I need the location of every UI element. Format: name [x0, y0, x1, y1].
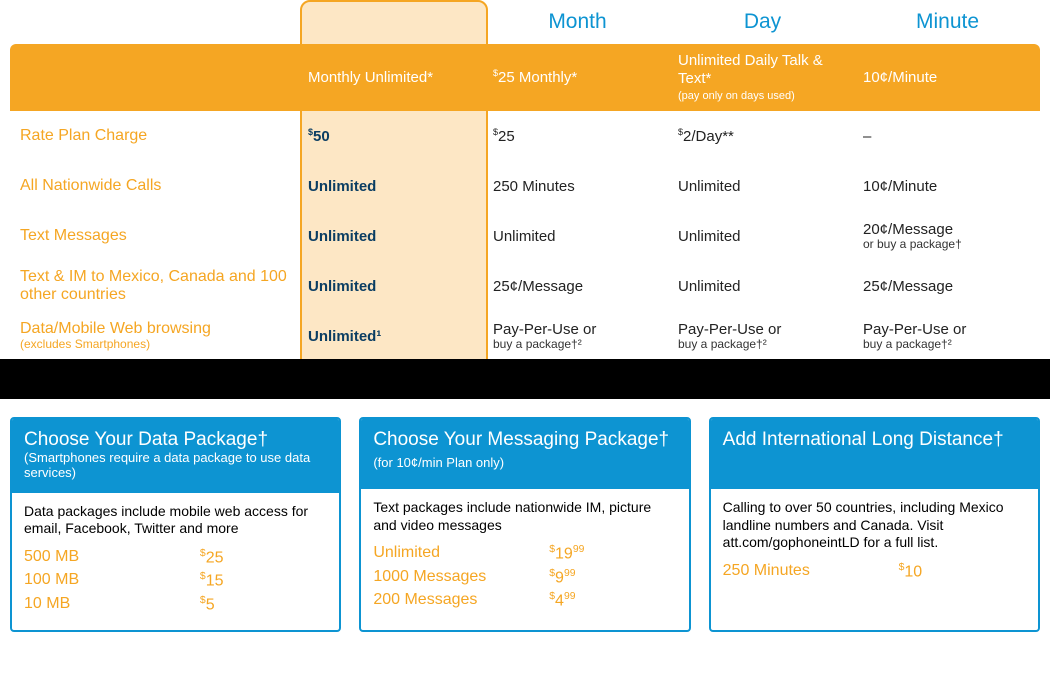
table-row: Text & IM to Mexico, Canada and 100 othe… — [10, 261, 1040, 311]
plan-value: Unlimited — [670, 278, 855, 295]
package-title: Choose Your Data Package†(Smartphones re… — [12, 419, 339, 493]
row-label: Rate Plan Charge — [10, 127, 300, 145]
plan-value: Unlimited — [485, 228, 670, 245]
plan-value: – — [855, 128, 1040, 145]
option-name: 10 MB — [24, 595, 200, 614]
plan-value: $2/Day** — [670, 127, 855, 145]
plan-name-band: Monthly Unlimited* $25 Monthly* Unlimite… — [10, 44, 1040, 111]
row-label: Text & IM to Mexico, Canada and 100 othe… — [10, 268, 300, 305]
plan-value: Pay-Per-Use orbuy a package†² — [670, 321, 855, 352]
plan-comparison-table: Month Month Day Minute Monthly Unlimited… — [0, 0, 1050, 361]
period-header: Day — [670, 0, 855, 44]
package-description: Calling to over 50 countries, including … — [723, 499, 1026, 552]
divider-strip — [0, 359, 1050, 399]
package-card: Choose Your Data Package†(Smartphones re… — [10, 417, 341, 632]
period-header: Minute — [855, 0, 1040, 44]
option-price: $5 — [200, 595, 215, 614]
plan-name: Monthly Unlimited* — [300, 61, 485, 95]
package-option: 500 MB$25 — [24, 546, 327, 569]
plan-name: 10¢/Minute — [855, 61, 1040, 95]
plan-value: Unlimited — [300, 178, 485, 195]
option-name: 1000 Messages — [373, 568, 549, 587]
option-price: $999 — [549, 568, 575, 587]
option-name: Unlimited — [373, 544, 549, 563]
period-header: Month — [485, 0, 670, 44]
plan-value: Unlimited — [670, 228, 855, 245]
packages-section: Choose Your Data Package†(Smartphones re… — [0, 417, 1050, 642]
plan-period-header: Month Month Day Minute — [10, 0, 1040, 44]
option-price: $499 — [549, 591, 575, 610]
package-card: Choose Your Messaging Package† (for 10¢/… — [359, 417, 690, 632]
option-name: 100 MB — [24, 571, 200, 590]
package-card: Add International Long Distance† Calling … — [709, 417, 1040, 632]
package-title: Choose Your Messaging Package† (for 10¢/… — [361, 419, 688, 489]
option-price: $1999 — [549, 544, 584, 563]
option-name: 250 Minutes — [723, 562, 899, 581]
plan-value: $50 — [300, 127, 485, 145]
plan-value: Unlimited — [300, 228, 485, 245]
package-body: Data packages include mobile web access … — [12, 493, 339, 630]
plan-value: Pay-Per-Use orbuy a package†² — [485, 321, 670, 352]
plan-value: 20¢/Messageor buy a package† — [855, 221, 1040, 252]
row-label: Text Messages — [10, 227, 300, 245]
option-price: $15 — [200, 571, 224, 590]
package-option: 250 Minutes$10 — [723, 560, 1026, 583]
row-label: All Nationwide Calls — [10, 177, 300, 195]
plan-value: Unlimited¹ — [300, 328, 485, 345]
package-description: Text packages include nationwide IM, pic… — [373, 499, 676, 534]
package-option: 200 Messages$499 — [373, 589, 676, 612]
plan-value: 250 Minutes — [485, 178, 670, 195]
package-option: Unlimited$1999 — [373, 542, 676, 565]
table-row: All Nationwide CallsUnlimited250 Minutes… — [10, 161, 1040, 211]
package-option: 100 MB$15 — [24, 569, 327, 592]
option-price: $10 — [899, 562, 923, 581]
plan-name: $25 Monthly* — [485, 60, 670, 95]
plan-value: 10¢/Minute — [855, 178, 1040, 195]
option-price: $25 — [200, 548, 224, 567]
package-body: Calling to over 50 countries, including … — [711, 489, 1038, 597]
package-option: 1000 Messages$999 — [373, 566, 676, 589]
package-body: Text packages include nationwide IM, pic… — [361, 489, 688, 626]
plan-name: Unlimited Daily Talk & Text* (pay only o… — [670, 44, 855, 111]
plan-value: Unlimited — [300, 278, 485, 295]
package-description: Data packages include mobile web access … — [24, 503, 327, 538]
package-option: 10 MB$5 — [24, 593, 327, 616]
plan-value: 25¢/Message — [855, 278, 1040, 295]
plan-value: $25 — [485, 127, 670, 145]
package-title: Add International Long Distance† — [711, 419, 1038, 489]
plan-value: Pay-Per-Use orbuy a package†² — [855, 321, 1040, 352]
option-name: 200 Messages — [373, 591, 549, 610]
row-label: Data/Mobile Web browsing(excludes Smartp… — [10, 320, 300, 352]
plan-value: Unlimited — [670, 178, 855, 195]
table-row: Text MessagesUnlimitedUnlimitedUnlimited… — [10, 211, 1040, 261]
table-row: Data/Mobile Web browsing(excludes Smartp… — [10, 311, 1040, 361]
option-name: 500 MB — [24, 548, 200, 567]
plan-value: 25¢/Message — [485, 278, 670, 295]
table-row: Rate Plan Charge$50$25$2/Day**– — [10, 111, 1040, 161]
